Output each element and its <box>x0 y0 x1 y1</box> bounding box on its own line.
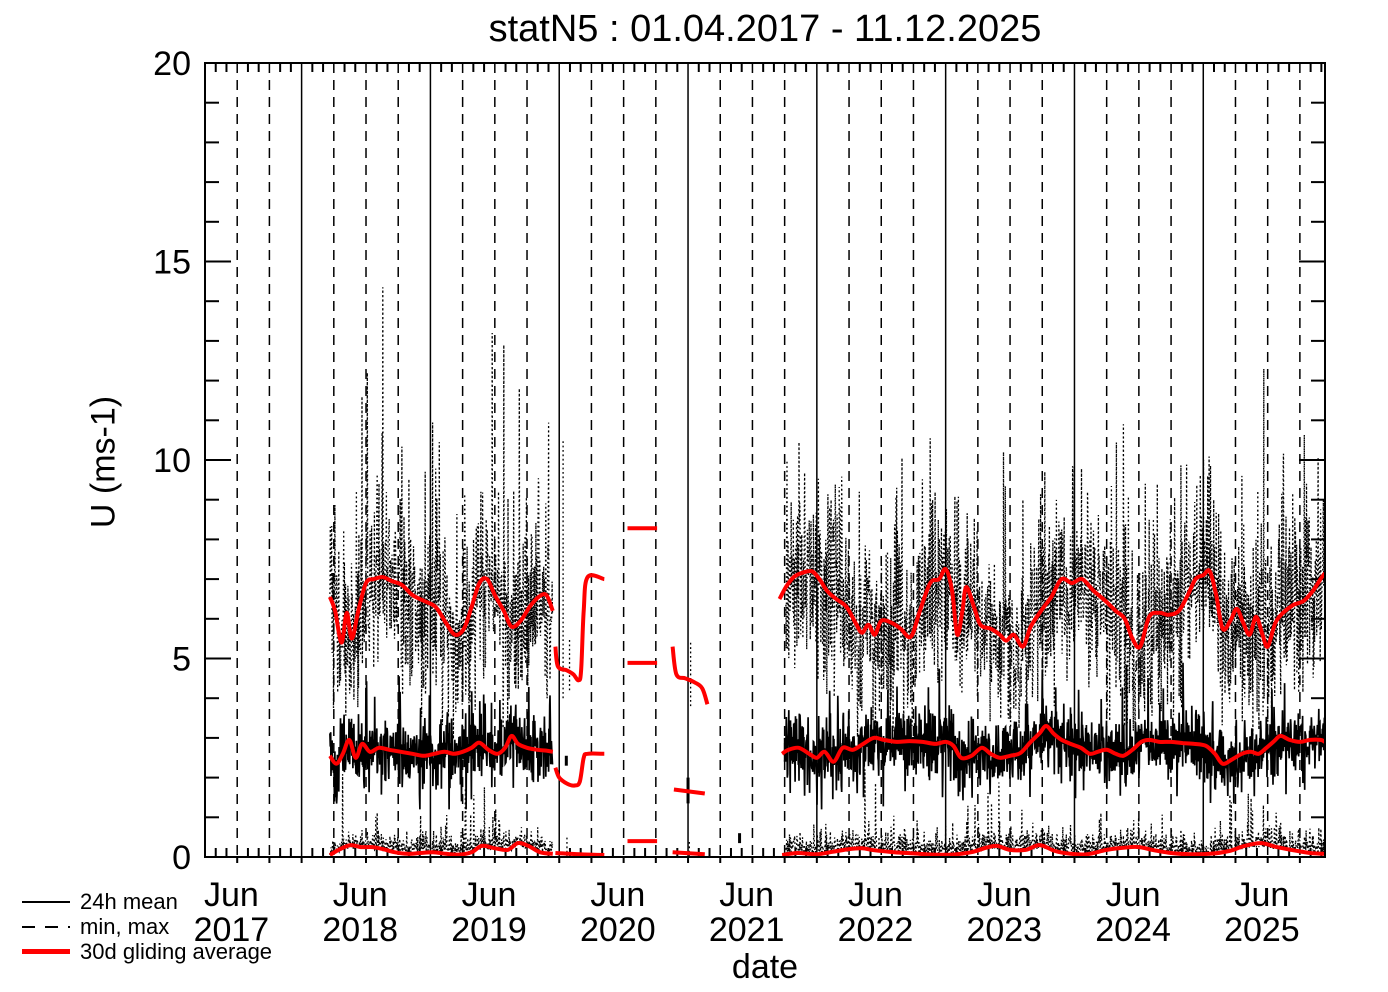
legend: 24h mean min, max 30d gliding average <box>22 889 272 964</box>
x-tick-label-month: Jun <box>848 876 903 914</box>
x-tick-label-year: 2021 <box>709 911 785 949</box>
daily-min-envelope <box>329 774 554 856</box>
x-tick-label-year: 2017 <box>194 911 270 949</box>
x-tick-label-year: 2024 <box>1095 911 1171 949</box>
x-tick-label-month: Jun <box>977 876 1032 914</box>
legend-label-30d-average: 30d gliding average <box>80 938 273 964</box>
x-tick-label-month: Jun <box>462 876 517 914</box>
x-tick-label-year: 2020 <box>580 911 656 949</box>
x-tick-label-year: 2025 <box>1224 911 1300 949</box>
daily-series <box>329 287 1325 857</box>
legend-line-solid-red <box>22 949 70 954</box>
x-tick-label-month: Jun <box>1234 876 1289 914</box>
plot-frame <box>204 62 1326 858</box>
y-tick-label: 5 <box>172 641 191 679</box>
daily-mean-line <box>785 662 1325 810</box>
x-tick-label-month: Jun <box>1106 876 1161 914</box>
legend-item-24h-mean: 24h mean <box>22 889 272 914</box>
x-tick-label-month: Jun <box>719 876 774 914</box>
daily-max-envelope <box>785 368 1325 741</box>
axis-tick-labels: 05101520Jun2017Jun2018Jun2019Jun2020Jun2… <box>153 45 1300 949</box>
x-tick-label-year: 2022 <box>838 911 914 949</box>
legend-item-min-max: min, max <box>22 914 272 939</box>
x-tick-label-year: 2018 <box>322 911 398 949</box>
legend-line-dashed-black <box>22 925 70 928</box>
legend-line-solid-black <box>22 900 70 903</box>
x-tick-label-month: Jun <box>333 876 388 914</box>
x-tick-label-month: Jun <box>590 876 645 914</box>
gliding-average-series <box>328 526 1325 857</box>
x-tick-label-month: Jun <box>204 876 259 914</box>
y-tick-label: 20 <box>153 45 191 83</box>
x-axis-title: date <box>731 948 799 986</box>
daily-max-envelope <box>329 287 554 740</box>
y-tick-label: 10 <box>153 442 191 480</box>
x-tick-label-year: 2019 <box>451 911 527 949</box>
y-tick-label: 0 <box>172 839 191 877</box>
legend-label-min-max: min, max <box>80 913 170 939</box>
chart-title: statN5 : 01.04.2017 - 11.12.2025 <box>488 8 1042 50</box>
legend-item-30d-average: 30d gliding average <box>22 939 272 964</box>
y-axis-title: U (ms-1) <box>84 395 123 529</box>
x-tick-label-year: 2023 <box>966 911 1042 949</box>
daily-min-envelope <box>785 769 1325 857</box>
legend-label-24h-mean: 24h mean <box>80 888 178 914</box>
y-tick-label: 15 <box>153 244 191 282</box>
